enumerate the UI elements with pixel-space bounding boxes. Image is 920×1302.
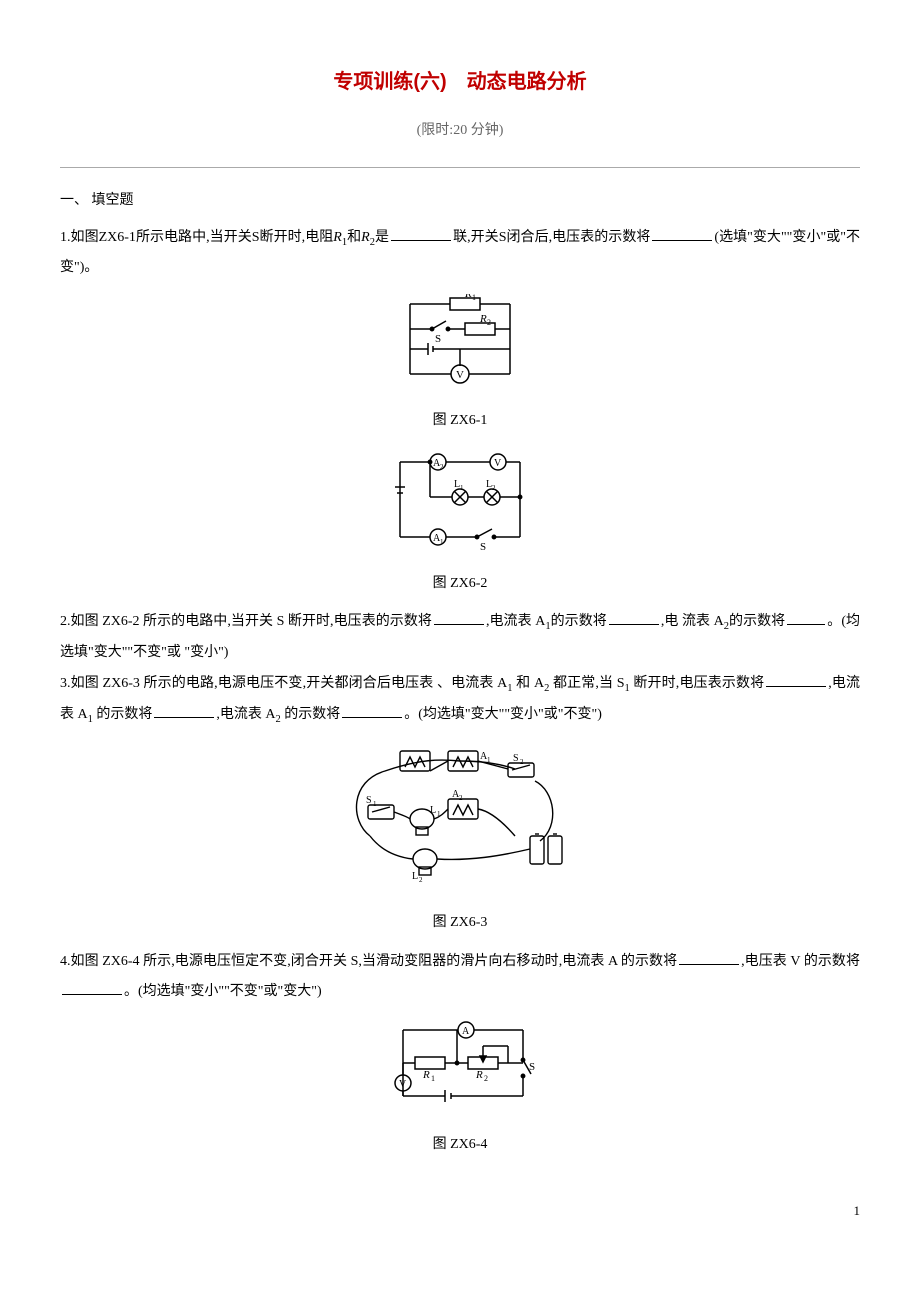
- figure-zx6-1: R 1 R 2 S V 图 ZX6-1: [60, 294, 860, 437]
- svg-text:1: 1: [431, 1074, 435, 1083]
- q4-tail: 。(均选填"变小""不变"或"变大"): [124, 984, 322, 999]
- circuit-diagram-icon: A2 V L1 L2 A1 S: [380, 447, 540, 552]
- svg-text:A: A: [462, 1026, 470, 1037]
- q2-text-a: 2.如图 ZX6-2 所示的电路中,当开关 S 断开时,电压表的示数将: [60, 614, 432, 629]
- figure-zx6-3: A1 S2 S1 L1 A2 L2: [60, 741, 860, 939]
- q3-text-d: 断开时,电压表示数将: [630, 676, 764, 691]
- svg-text:S: S: [366, 795, 372, 806]
- figure-caption: 图 ZX6-2: [60, 569, 860, 600]
- figure-caption: 图 ZX6-4: [60, 1130, 860, 1161]
- svg-text:S: S: [435, 333, 441, 345]
- q1-text-a: 1.如图ZX6-1所示电路中,当开关S断开时,电阻: [60, 230, 333, 245]
- blank: [154, 704, 214, 718]
- blank: [391, 227, 451, 241]
- blank: [766, 673, 826, 687]
- q4-text-b: ,电压表 V 的示数将: [741, 954, 860, 969]
- svg-text:2: 2: [484, 1074, 488, 1083]
- circuit-diagram-icon: R 1 R 2 S V: [380, 294, 540, 389]
- svg-text:1: 1: [440, 538, 444, 546]
- svg-text:S: S: [529, 1061, 535, 1073]
- svg-text:2: 2: [459, 794, 463, 802]
- q2-text-c: 的示数将: [551, 614, 607, 629]
- q3-text-c: 都正常,当 S: [549, 676, 624, 691]
- svg-text:2: 2: [520, 758, 524, 766]
- q1-R1: R: [333, 230, 342, 245]
- page-title: 专项训练(六) 动态电路分析: [60, 60, 860, 104]
- figure-caption: 图 ZX6-3: [60, 908, 860, 939]
- q3-text-a: 3.如图 ZX6-3 所示的电路,电源电压不变,开关都闭合后电压表 、电流表 A: [60, 676, 507, 691]
- q1-R2: R: [361, 230, 370, 245]
- blank: [434, 611, 484, 625]
- question-1: 1.如图ZX6-1所示电路中,当开关S断开时,电阻R1和R2是联,开关S闭合后,…: [60, 223, 860, 285]
- svg-text:S: S: [480, 541, 486, 552]
- page-number: 1: [60, 1197, 860, 1226]
- svg-text:R: R: [422, 1069, 430, 1081]
- q3-text-b: 和 A: [513, 676, 545, 691]
- svg-text:L: L: [412, 871, 418, 882]
- blank: [787, 611, 825, 625]
- blank: [652, 227, 712, 241]
- svg-text:V: V: [456, 369, 464, 381]
- question-2: 2.如图 ZX6-2 所示的电路中,当开关 S 断开时,电压表的示数将 ,电流表 …: [60, 607, 860, 669]
- svg-text:1: 1: [487, 756, 491, 764]
- circuit-diagram-icon: A V R1 R2 S: [373, 1018, 548, 1113]
- svg-text:V: V: [494, 458, 502, 469]
- svg-text:L: L: [430, 805, 436, 816]
- figure-zx6-4: A V R1 R2 S 图 ZX6-4: [60, 1018, 860, 1161]
- svg-text:2: 2: [440, 463, 444, 471]
- section-heading: 一、 填空题: [60, 186, 860, 217]
- question-3: 3.如图 ZX6-3 所示的电路,电源电压不变,开关都闭合后电压表 、电流表 A…: [60, 669, 860, 731]
- q3-text-f: 的示数将: [93, 707, 153, 722]
- q3-tail: 。(均选填"变大""变小"或"不变"): [404, 707, 602, 722]
- svg-text:R: R: [464, 294, 472, 300]
- q1-text-mid1: 和: [347, 230, 361, 245]
- svg-text:2: 2: [492, 484, 496, 492]
- blank: [62, 981, 122, 995]
- svg-text:1: 1: [373, 800, 377, 808]
- svg-text:2: 2: [419, 876, 423, 884]
- divider: [60, 167, 860, 168]
- q2-text-e: 的示数将: [729, 614, 785, 629]
- question-4: 4.如图 ZX6-4 所示,电源电压恒定不变,闭合开关 S,当滑动变阻器的滑片向…: [60, 947, 860, 1009]
- page-subtitle: (限时:20 分钟): [60, 116, 860, 147]
- circuit-pictorial-icon: A1 S2 S1 L1 A2 L2: [330, 741, 590, 891]
- svg-text:R: R: [475, 1069, 483, 1081]
- svg-text:1: 1: [472, 294, 476, 302]
- svg-text:2: 2: [487, 318, 491, 327]
- blank: [609, 611, 659, 625]
- q4-text-a: 4.如图 ZX6-4 所示,电源电压恒定不变,闭合开关 S,当滑动变阻器的滑片向…: [60, 954, 677, 969]
- q1-text-b: 联,开关S闭合后,电压表的示数将: [453, 230, 650, 245]
- q2-text-d: ,电 流表 A: [661, 614, 724, 629]
- blank: [679, 951, 739, 965]
- svg-text:S: S: [513, 753, 519, 764]
- q2-text-b: ,电流表 A: [486, 614, 545, 629]
- figure-caption: 图 ZX6-1: [60, 406, 860, 437]
- q1-text-mid2: 是: [375, 230, 389, 245]
- svg-text:V: V: [399, 1079, 407, 1090]
- q3-text-h: 的示数将: [281, 707, 341, 722]
- figure-zx6-2: A2 V L1 L2 A1 S 图 ZX6-2: [60, 447, 860, 600]
- blank: [342, 704, 402, 718]
- svg-text:R: R: [479, 313, 487, 325]
- q3-text-g: ,电流表 A: [216, 707, 275, 722]
- svg-text:1: 1: [460, 484, 464, 492]
